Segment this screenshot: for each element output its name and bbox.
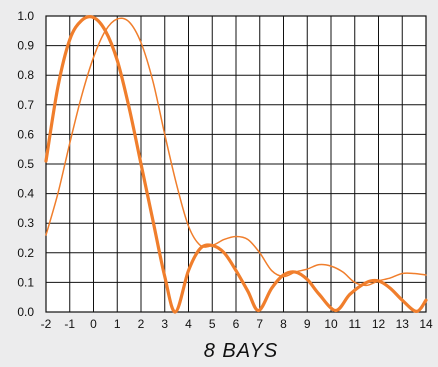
x-tick-label: 8 <box>280 317 287 331</box>
x-tick-label: 11 <box>349 317 362 331</box>
x-tick-label: 13 <box>396 317 410 331</box>
x-tick-label: 4 <box>185 317 192 331</box>
y-tick-label: 0.0 <box>17 305 34 319</box>
y-tick-label: 0.7 <box>17 98 34 112</box>
y-axis-ticks: 0.0 0.1 0.2 0.3 0.4 0.5 0.6 0.7 0.8 0.9 1.0 <box>17 9 34 319</box>
y-tick-label: 0.2 <box>17 246 34 260</box>
x-tick-label: 9 <box>304 317 311 331</box>
x-tick-label: -1 <box>64 317 75 331</box>
x-tick-label: 0 <box>90 317 97 331</box>
y-tick-label: 0.4 <box>17 187 34 201</box>
x-tick-label: 14 <box>419 317 433 331</box>
y-tick-label: 0.3 <box>17 216 34 230</box>
y-tick-label: 0.1 <box>17 275 34 289</box>
y-tick-label: 0.6 <box>17 127 34 141</box>
x-tick-label: 1 <box>114 317 121 331</box>
x-tick-label: 6 <box>233 317 240 331</box>
x-tick-label: 5 <box>209 317 216 331</box>
y-tick-label: 0.8 <box>17 68 34 82</box>
x-tick-label: -2 <box>41 317 52 331</box>
x-tick-label: 3 <box>161 317 168 331</box>
x-tick-label: 2 <box>138 317 145 331</box>
x-axis-ticks: -2 -1 0 1 2 3 4 5 6 7 8 9 10 11 12 13 14 <box>41 317 433 331</box>
series-line-thin <box>45 17 427 287</box>
y-tick-label: 1.0 <box>17 9 34 23</box>
series-layer <box>44 15 428 314</box>
y-tick-label: 0.9 <box>17 39 34 53</box>
x-tick-label: 10 <box>324 317 338 331</box>
chart-title: 8 BAYS <box>204 340 279 362</box>
y-tick-label: 0.5 <box>17 157 34 171</box>
x-tick-label: 7 <box>256 317 263 331</box>
x-tick-label: 12 <box>372 317 386 331</box>
grid-lines <box>45 15 427 313</box>
